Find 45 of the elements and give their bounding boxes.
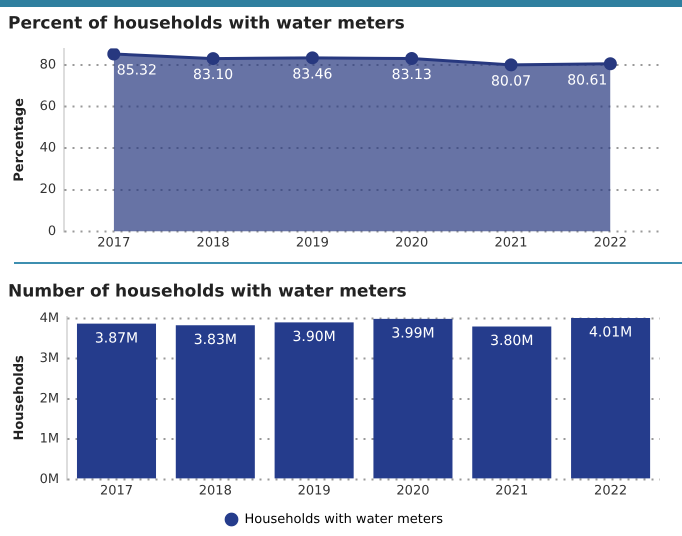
text: 83.10 — [193, 67, 234, 84]
y-tick-label: 80 — [40, 57, 56, 72]
x-tick-label: 2018 — [196, 236, 230, 251]
y-tick-label: 3M — [40, 351, 60, 366]
x-tick-label: 2019 — [296, 236, 329, 251]
text: 80.61 — [567, 72, 608, 88]
x-tick-label: 2022 — [594, 236, 627, 251]
x-tick-label: 2017 — [97, 236, 130, 251]
y-tick-label: 40 — [40, 140, 56, 156]
chart-title: Percent of households with water meters — [8, 14, 405, 34]
y-tick-label: 0M — [40, 472, 60, 487]
y-tick-label: 0 — [48, 224, 56, 239]
x-tick-label: 2017 — [100, 484, 134, 499]
legend-label: Households with water meters — [244, 512, 444, 527]
x-tick-label: 2022 — [594, 484, 628, 499]
y-tick-label: 20 — [40, 182, 56, 198]
x-tick-label: 2020 — [395, 236, 428, 251]
bar — [274, 322, 354, 478]
bar — [472, 326, 552, 478]
text: 80.07 — [490, 74, 532, 90]
text: 83.13 — [392, 67, 432, 84]
text: 3.90M — [292, 329, 336, 346]
text: 85.32 — [116, 62, 157, 79]
text: 3.80M — [490, 333, 534, 350]
text: 3.83M — [194, 332, 237, 348]
text: 4.01M — [588, 324, 632, 341]
y-tick-label: 2M — [40, 391, 60, 406]
bar — [571, 318, 650, 478]
x-tick-label: 2018 — [198, 484, 232, 499]
bar — [176, 325, 255, 478]
y-tick-label: 1M — [40, 432, 60, 447]
bar — [373, 318, 452, 478]
text: 3.87M — [94, 330, 138, 346]
x-tick-label: 2021 — [495, 484, 528, 499]
y-tick-label: 4M — [40, 310, 60, 326]
y-axis-title: Households — [12, 354, 28, 441]
text: 83.46 — [292, 66, 332, 82]
y-axis-title: Percentage — [12, 98, 28, 182]
bar — [76, 324, 156, 478]
x-tick-label: 2020 — [396, 484, 430, 499]
text: 3.99M — [391, 325, 435, 342]
chart-title: Number of households with water meters — [8, 282, 407, 302]
x-tick-label: 2019 — [298, 484, 331, 499]
x-tick-label: 2021 — [494, 236, 528, 251]
y-tick-label: 60 — [40, 99, 56, 114]
